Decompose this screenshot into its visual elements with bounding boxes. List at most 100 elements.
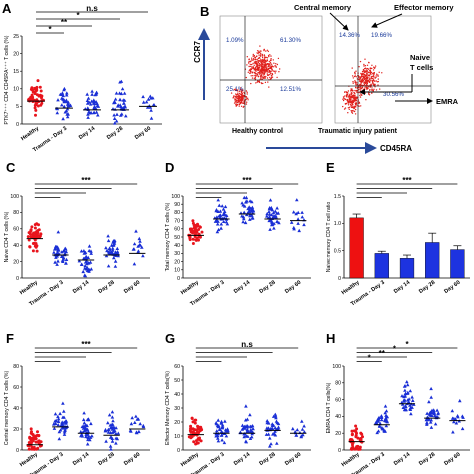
data-point: [358, 438, 362, 442]
bar-mark: [425, 242, 440, 279]
data-point: [106, 234, 110, 238]
data-point: [82, 273, 87, 277]
data-point: [265, 212, 269, 216]
data-point: [426, 418, 430, 422]
data-point: [224, 213, 229, 218]
data-point: [107, 246, 112, 250]
data-point: [225, 427, 230, 431]
healthy-caption: Healthy control: [232, 128, 283, 135]
y-axis-label: Total memory CD4 T cells (%): [165, 202, 171, 271]
y-tick-label: 40: [174, 392, 180, 398]
data-point: [114, 431, 118, 435]
data-point: [90, 89, 94, 93]
data-point: [242, 204, 247, 208]
data-point: [273, 426, 277, 430]
y-axis-label: PTK7⁺⁺⁺ CD4 CD45RA⁺⁺⁺ T cells (%): [4, 35, 10, 124]
y-tick-label: 1.0: [334, 221, 341, 227]
data-point: [82, 421, 87, 425]
bar-mark: [399, 258, 415, 279]
data-point: [359, 431, 363, 435]
data-point: [83, 250, 88, 254]
data-point: [29, 229, 33, 233]
data-point: [58, 428, 63, 432]
data-point: [433, 422, 438, 426]
data-point: [38, 234, 42, 238]
y-tick-label: 50: [174, 378, 180, 384]
x-category-label: Day 28: [259, 280, 277, 295]
data-point: [86, 267, 91, 271]
data-point: [104, 246, 108, 250]
data-point: [96, 113, 100, 117]
data-point: [190, 427, 194, 431]
data-point: [40, 96, 43, 100]
data-point: [61, 415, 65, 419]
data-point: [189, 430, 193, 434]
data-point: [246, 434, 250, 438]
data-point: [34, 242, 38, 245]
panel-letter-b: B: [200, 4, 209, 19]
data-point: [58, 411, 62, 416]
data-point: [269, 442, 273, 446]
data-point: [250, 213, 254, 217]
data-point: [453, 417, 458, 421]
data-point: [214, 208, 219, 212]
data-point: [83, 425, 87, 429]
data-point: [136, 417, 141, 421]
data-point: [112, 428, 116, 433]
data-point: [90, 434, 94, 438]
data-point: [270, 426, 274, 431]
data-point: [53, 244, 58, 249]
significance-label: *: [393, 344, 397, 353]
data-point: [240, 427, 245, 431]
data-point: [276, 425, 281, 429]
data-point: [193, 421, 197, 425]
data-point: [428, 413, 432, 417]
data-point: [214, 434, 218, 438]
data-point: [400, 394, 404, 398]
data-point: [350, 429, 354, 433]
data-point: [379, 414, 384, 418]
y-tick-label: 60: [13, 227, 19, 233]
y-tick-label: 90: [174, 202, 180, 208]
data-point: [106, 427, 111, 431]
data-point: [134, 414, 138, 418]
data-point: [30, 225, 34, 229]
y-tick-label: 40: [13, 243, 19, 249]
data-point: [122, 101, 126, 105]
data-point: [242, 210, 246, 214]
data-point: [89, 99, 94, 103]
data-point: [250, 435, 254, 439]
data-point: [385, 415, 390, 419]
data-point: [62, 409, 66, 413]
y-tick-label: 20: [174, 259, 180, 265]
data-point: [87, 244, 92, 248]
data-point: [191, 219, 195, 223]
y-tick-label: 40: [174, 243, 180, 249]
data-point: [63, 428, 67, 432]
data-point: [222, 440, 227, 445]
data-point: [113, 97, 118, 101]
y-tick-label: 10: [13, 87, 19, 93]
data-point: [135, 431, 139, 435]
data-point: [137, 236, 142, 241]
data-point: [64, 109, 69, 113]
y-axis-label: EMRA CD4 T cells(%): [326, 382, 332, 433]
data-point: [402, 398, 406, 402]
y-tick-label: 80: [335, 381, 341, 387]
data-point: [109, 250, 114, 254]
data-point: [273, 414, 278, 418]
data-point: [38, 444, 42, 448]
y-tick-label: 100: [10, 194, 19, 200]
data-point: [54, 418, 59, 423]
data-point: [115, 250, 120, 254]
data-point: [197, 235, 201, 239]
data-point: [223, 204, 228, 209]
data-point: [119, 79, 124, 83]
data-point: [94, 110, 99, 114]
data-point: [375, 430, 379, 435]
data-point: [110, 423, 114, 427]
data-point: [151, 103, 156, 107]
data-point: [84, 434, 88, 439]
data-point: [65, 115, 70, 119]
data-point: [141, 100, 146, 104]
